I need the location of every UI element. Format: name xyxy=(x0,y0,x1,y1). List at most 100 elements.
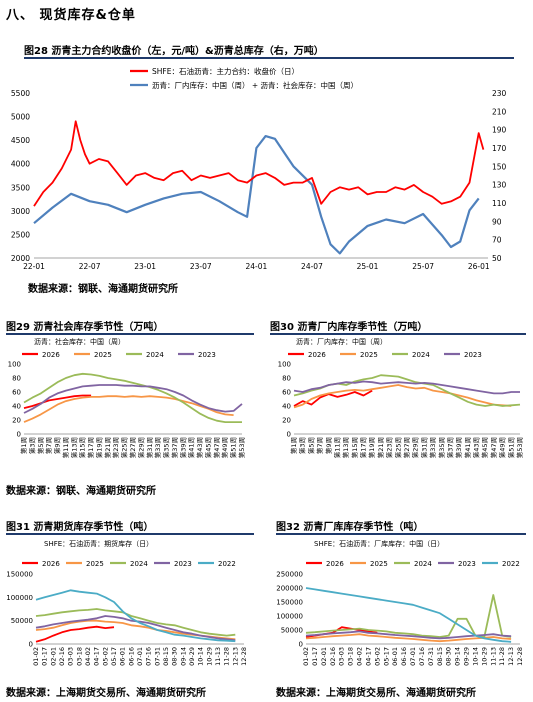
c29-xtick-第17周: 第17周 xyxy=(86,437,95,458)
c28-ytick-right-130: 130 xyxy=(492,181,507,190)
figure-29-title: 图29 沥青社会库存季节性（万吨） xyxy=(6,322,164,333)
legend-label-2022: 2022 xyxy=(218,560,236,568)
legend-label-2026: 2026 xyxy=(326,560,344,568)
c30-xtick-第25周: 第25周 xyxy=(393,437,402,458)
c29-xtick-第49周: 第49周 xyxy=(220,437,229,458)
c32-xtick-04-02: 04-02 xyxy=(356,647,364,666)
c28-xtick-25-07: 25-07 xyxy=(412,262,434,271)
c30-ytick-20: 20 xyxy=(282,417,291,425)
c30-ytick-60: 60 xyxy=(282,389,291,397)
c28-xtick-22-07: 22-07 xyxy=(79,262,101,271)
c32-xtick-04-17: 04-17 xyxy=(364,647,372,666)
c32-xtick-01-02: 01-02 xyxy=(302,647,310,666)
c29-xtick-第43周: 第43周 xyxy=(195,437,204,458)
c31-ytick-100000: 100000 xyxy=(6,594,33,602)
c30-ytick-0: 0 xyxy=(287,431,291,439)
legend-label-2025: 2025 xyxy=(86,560,104,568)
c29-xtick-第39周: 第39周 xyxy=(178,437,187,458)
c30-xtick-第7周: 第7周 xyxy=(315,437,324,454)
c32-root: SHFE：石油沥青：厂库库存：中国（日） 2026 2025 2024 2023 2022… xyxy=(276,539,524,666)
c28-ytick-right-190: 190 xyxy=(492,126,507,135)
c30-xtick-第53周: 第53周 xyxy=(515,437,524,458)
c31-xtick-06-01: 06-01 xyxy=(119,647,127,666)
c30-xtick-第35周: 第35周 xyxy=(437,437,446,458)
c32-xtick-02-01: 02-01 xyxy=(320,647,328,666)
series-2025 xyxy=(305,633,512,643)
c32-xtick-09-29: 09-29 xyxy=(463,647,471,666)
c29-xtick-第23周: 第23周 xyxy=(111,437,120,458)
c31-xtick-02-01: 02-01 xyxy=(49,647,57,666)
series-2023 xyxy=(23,384,243,414)
c32-ytick-250000: 250000 xyxy=(276,571,303,579)
figure-32-source: 数据来源：上海期货交易所、海通期货研究所 xyxy=(276,688,476,699)
series-total-inventory xyxy=(33,134,480,255)
c30-xtick-第13周: 第13周 xyxy=(341,437,350,458)
c32-xtick-07-16: 07-16 xyxy=(418,647,426,666)
c30-xtick-第49周: 第49周 xyxy=(498,437,507,458)
c31-xtick-10-14: 10-14 xyxy=(197,647,205,666)
c30-xtick-第43周: 第43周 xyxy=(472,437,481,458)
c28-ytick-right-110: 110 xyxy=(492,199,507,208)
c32-xtick-10-29: 10-29 xyxy=(480,647,488,666)
legend-label-2022: 2022 xyxy=(502,560,520,568)
c32-xtick-07-31: 07-31 xyxy=(427,647,435,666)
c32-xtick-11-28: 11-28 xyxy=(498,647,506,666)
c31-xtick-09-29: 09-29 xyxy=(188,647,196,666)
c30-subtitle: 沥青：厂内库存：中国（周） xyxy=(296,337,387,346)
c30-xtick-第21周: 第21周 xyxy=(376,437,385,458)
c31-ytick-0: 0 xyxy=(29,641,33,649)
c29-xtick-第19周: 第19周 xyxy=(94,437,103,458)
c32-subtitle: SHFE：石油沥青：厂库库存：中国（日） xyxy=(314,539,444,548)
c29-ytick-20: 20 xyxy=(12,417,21,425)
c31-xtick-06-16: 06-16 xyxy=(127,647,135,666)
figure-29-rule xyxy=(6,333,254,335)
c30-xtick-第39周: 第39周 xyxy=(454,437,463,458)
c31-xtick-11-28: 11-28 xyxy=(223,647,231,666)
c29-xtick-第37周: 第37周 xyxy=(170,437,179,458)
c28-xtick-25-01: 25-01 xyxy=(357,262,379,271)
c29-xtick-第7周: 第7周 xyxy=(44,437,53,454)
c30-xtick-第29周: 第29周 xyxy=(411,437,420,458)
series-2025 xyxy=(293,384,512,409)
c30-xtick-第51周: 第51周 xyxy=(506,437,515,458)
c28-ytick-left-5000: 5000 xyxy=(11,113,30,122)
c32-xtick-09-14: 09-14 xyxy=(454,647,462,666)
c29-xtick-第27周: 第27周 xyxy=(128,437,137,458)
c32-ytick-100000: 100000 xyxy=(276,613,303,621)
c30-xtick-第31周: 第31周 xyxy=(419,437,428,458)
c28-ytick-right-210: 210 xyxy=(492,107,507,116)
legend-label-2024: 2024 xyxy=(412,351,430,359)
c30-xtick-第17周: 第17周 xyxy=(359,437,368,458)
c31-root: SHFE：石油沥青：期货库存（日） 2026 2025 2024 2023 2022 0 50… xyxy=(6,539,248,666)
c30-xtick-第3周: 第3周 xyxy=(298,437,307,454)
c30-xtick-第33周: 第33周 xyxy=(428,437,437,458)
c31-xtick-07-01: 07-01 xyxy=(136,647,144,666)
c28-ytick-left-5500: 5500 xyxy=(11,89,30,98)
legend-label-2025: 2025 xyxy=(94,351,112,359)
c29-ytick-80: 80 xyxy=(12,375,21,383)
c28-xtick-24-07: 24-07 xyxy=(301,262,323,271)
c31-xtick-03-03: 03-03 xyxy=(67,647,75,666)
c31-xtick-08-15: 08-15 xyxy=(162,647,170,666)
series-2023 xyxy=(293,380,520,395)
c28-legend-label-1: 沥青：厂内库存：中国（周） + 沥青：社会库存：中国（周） xyxy=(152,80,358,90)
c29-xtick-第47周: 第47周 xyxy=(212,437,221,458)
c29-xtick-第53周: 第53周 xyxy=(237,437,246,458)
c29-xtick-第13周: 第13周 xyxy=(69,437,78,458)
c32-xtick-01-17: 01-17 xyxy=(311,647,319,666)
c29-xtick-第41周: 第41周 xyxy=(187,437,196,458)
c29-xtick-第9周: 第9周 xyxy=(53,437,62,454)
c32-xtick-07-01: 07-01 xyxy=(409,647,417,666)
c29-root: 沥青：社会库存：中国（周） 2026 2025 2024 2023 0 20 40 60 80 10… xyxy=(8,337,246,458)
c31-xtick-09-14: 09-14 xyxy=(179,647,187,666)
c32-xtick-02-16: 02-16 xyxy=(329,647,337,666)
c28-ytick-left-2000: 2000 xyxy=(11,254,30,263)
c31-xtick-07-31: 07-31 xyxy=(153,647,161,666)
figure-28-title: 图28 沥青主力合约收盘价（左，元/吨）&沥青总库存（右，万吨） xyxy=(24,46,324,57)
figure-31-chart: SHFE：石油沥青：期货库存（日） 2026 2025 2024 2023 2022 0 50… xyxy=(6,539,248,666)
c31-xtick-05-17: 05-17 xyxy=(110,647,118,666)
c32-xtick-03-03: 03-03 xyxy=(338,647,346,666)
legend-label-2026: 2026 xyxy=(308,351,326,359)
c29-xtick-第29周: 第29周 xyxy=(136,437,145,458)
c30-xtick-第45周: 第45周 xyxy=(480,437,489,458)
